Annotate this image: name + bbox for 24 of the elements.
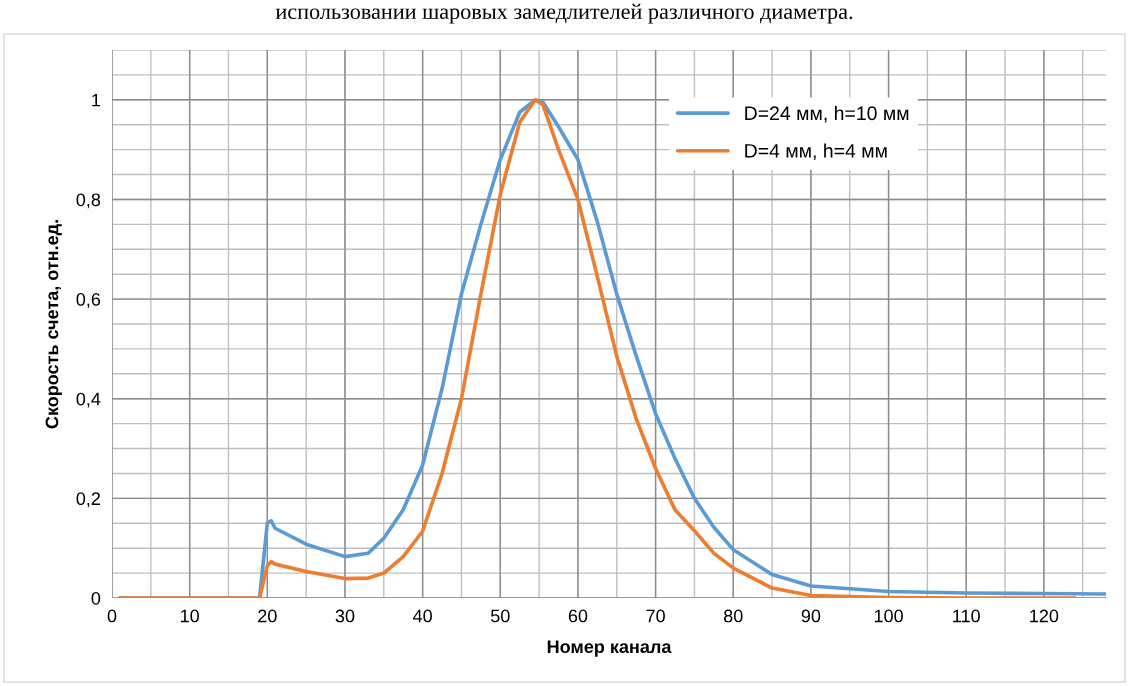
- x-tick-label: 20: [258, 609, 277, 623]
- x-tick-label: 0: [107, 609, 117, 623]
- x-tick-label: 80: [723, 609, 743, 623]
- x-tick-label: 50: [490, 609, 510, 623]
- x-tick-label: 60: [568, 609, 588, 623]
- x-tick-label: 40: [413, 609, 432, 623]
- legend-label: D=4 мм, h=4 мм: [745, 143, 887, 161]
- legend-label: D=24 мм, h=10 мм: [745, 105, 909, 123]
- x-tick-label: 30: [335, 609, 355, 623]
- x-axis-title: Номер канала: [547, 640, 672, 657]
- y-axis-title: Скорость счета, отн.ед.: [45, 220, 62, 429]
- y-tick-label: 0: [91, 591, 101, 605]
- x-tick-label: 90: [801, 609, 821, 623]
- y-tick-label: 0,4: [76, 392, 101, 408]
- text: использовании шаровых замедлителей различного диаметра.: [275, 3, 853, 24]
- y-tick-label: 1: [92, 93, 101, 107]
- x-tick-label: 10: [180, 609, 199, 623]
- y-tick-label: 0,6: [76, 293, 101, 308]
- x-tick-label: 110: [953, 609, 980, 623]
- x-tick-label: 100: [874, 609, 903, 623]
- x-tick-label: 120: [1030, 609, 1059, 623]
- y-tick-label: 0,8: [76, 193, 101, 209]
- x-tick-label: 70: [646, 609, 665, 623]
- y-tick-label: 0,2: [76, 492, 100, 508]
